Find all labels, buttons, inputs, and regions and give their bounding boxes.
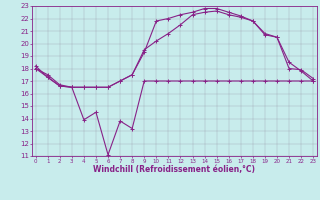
- X-axis label: Windchill (Refroidissement éolien,°C): Windchill (Refroidissement éolien,°C): [93, 165, 255, 174]
